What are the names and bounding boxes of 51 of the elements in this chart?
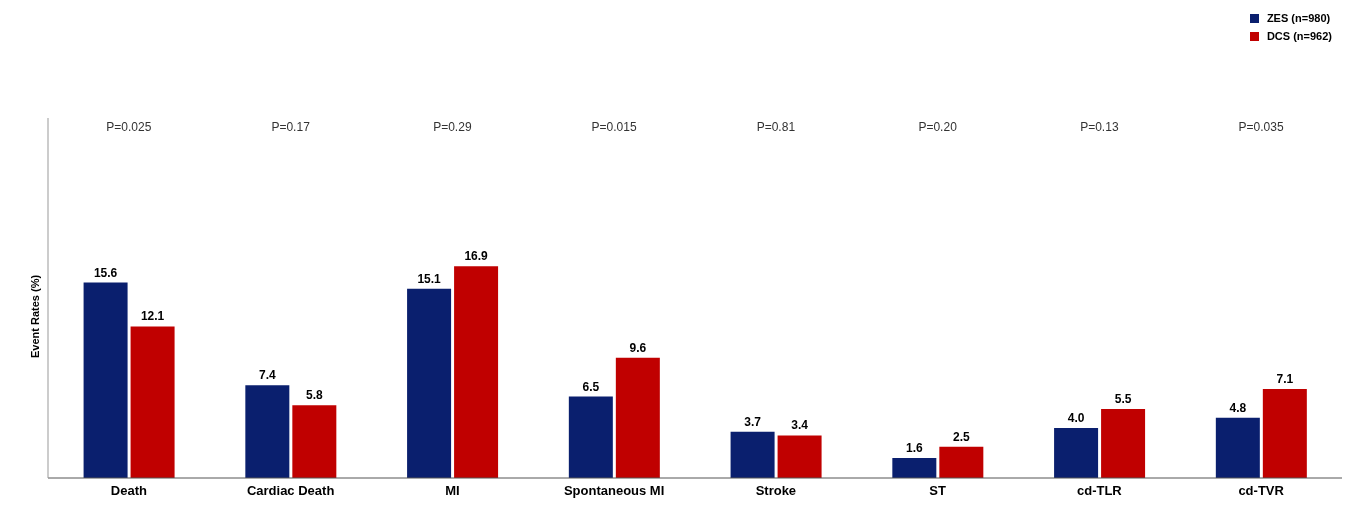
y-axis-title: Event Rates (%) xyxy=(28,274,41,358)
data-label: 15.1 xyxy=(417,271,442,286)
bar xyxy=(407,288,452,478)
legend-label: ZES (n=980) xyxy=(1266,12,1331,24)
bar xyxy=(939,446,984,478)
text: P=0.035 xyxy=(1237,120,1285,134)
bar xyxy=(892,457,937,478)
x-tick-label: cd-TVR xyxy=(1238,483,1285,499)
text: P=0.81 xyxy=(755,120,797,134)
bar xyxy=(1054,427,1099,478)
bar xyxy=(245,385,290,478)
x-tick-label: Death xyxy=(110,483,147,499)
x-tick-label: Spontaneous MI xyxy=(563,483,665,499)
data-label: 3.7 xyxy=(744,414,762,429)
data-label: 2.5 xyxy=(952,429,970,444)
x-tick-label: Cardiac Death xyxy=(246,483,335,499)
text: P=0.20 xyxy=(917,120,958,134)
bar xyxy=(83,282,128,478)
bar xyxy=(454,266,499,478)
bar xyxy=(730,431,775,478)
x-tick-label: Stroke xyxy=(755,483,797,499)
data-label: 1.6 xyxy=(905,440,923,455)
bar xyxy=(615,357,660,478)
data-label: 5.5 xyxy=(1114,392,1132,407)
data-label: 5.8 xyxy=(305,388,323,403)
bar xyxy=(1215,417,1260,478)
bar xyxy=(1101,409,1146,478)
data-label: 7.4 xyxy=(258,368,276,383)
data-label: 16.9 xyxy=(464,249,489,264)
x-tick-label: MI xyxy=(445,483,460,499)
x-tick-label: cd-TLR xyxy=(1076,483,1123,499)
text: P=0.17 xyxy=(270,120,311,134)
data-label: 6.5 xyxy=(582,379,600,394)
bar xyxy=(130,326,175,478)
text: P=0.015 xyxy=(590,120,638,134)
data-label: 4.0 xyxy=(1067,410,1085,425)
x-tick-label: ST xyxy=(929,483,946,499)
data-label: 3.4 xyxy=(791,418,809,433)
data-label: 7.1 xyxy=(1276,372,1294,387)
bar xyxy=(777,435,822,478)
data-label: 4.8 xyxy=(1229,400,1247,415)
legend-label: DCS (n=962) xyxy=(1266,30,1332,42)
bar xyxy=(1262,389,1307,478)
data-label: 12.1 xyxy=(140,309,165,324)
text: P=0.13 xyxy=(1079,120,1120,134)
bar xyxy=(292,405,337,478)
data-label: 9.6 xyxy=(629,340,647,355)
data-label: 15.6 xyxy=(93,265,118,280)
text: P=0.29 xyxy=(432,120,473,134)
text: P=0.025 xyxy=(105,120,153,134)
bar xyxy=(568,396,613,478)
